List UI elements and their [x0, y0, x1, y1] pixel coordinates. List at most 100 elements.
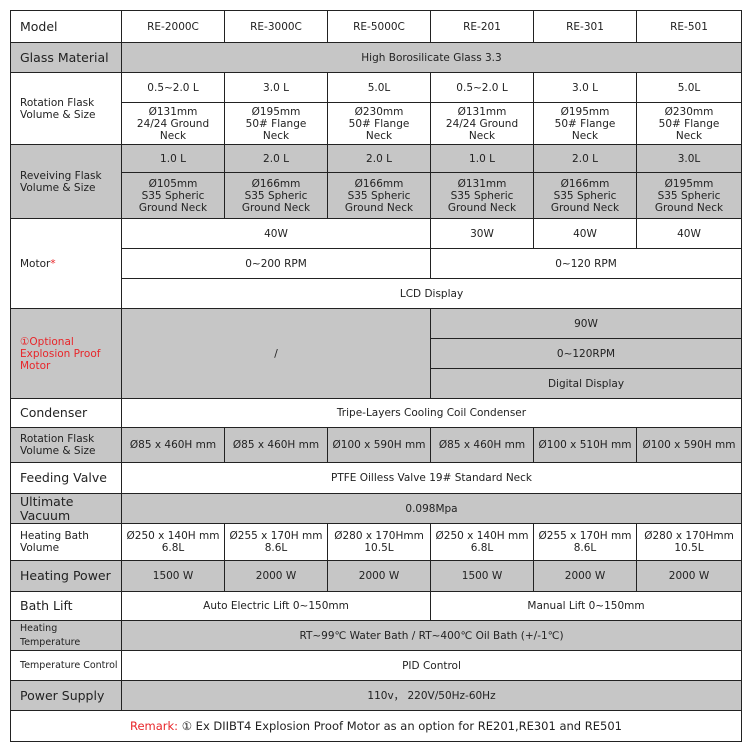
row-label: Reveiving Flask Volume & Size: [10, 144, 122, 219]
row-label-text: Ultimate Vacuum: [20, 493, 74, 523]
table-cell: Ø280 x 170Hmm 10.5L: [636, 523, 742, 561]
required-mark: *: [50, 257, 56, 270]
spec-table: Model RE-2000C RE-3000C RE-5000C RE-201 RE-30…: [10, 10, 742, 742]
row-label-text: Rotation Flask Volume & Size: [20, 96, 96, 121]
table-row: Motor* 40W 30W 40W 40W: [10, 218, 742, 309]
table-cell: 1500 W: [121, 560, 225, 592]
table-cell: Ø100 x 510H mm: [533, 427, 637, 463]
table-cell: 0.5~2.0 L: [430, 72, 534, 103]
table-cell: Ø255 x 170H mm 8.6L: [533, 523, 637, 561]
row-label: Glass Material: [10, 42, 122, 73]
table-row: Rotation Flask Volume & Size Ø85 x 460H m…: [10, 427, 742, 463]
table-cell: 2.0 L: [533, 144, 637, 173]
table-cell: Ø230mm 50# Flange Neck: [327, 102, 431, 145]
table-cell: RT~99℃ Water Bath / RT~400℃ Oil Bath (+/…: [121, 620, 742, 651]
table-cell: 0~120RPM: [430, 338, 742, 369]
table-cell: Digital Display: [430, 368, 742, 399]
table-cell: 2.0 L: [327, 144, 431, 173]
table-cell: 30W: [430, 218, 534, 249]
table-row: Heating Power 1500 W 2000 W 2000 W 1500 W 200…: [10, 560, 742, 592]
table-cell: Ø131mm S35 Spheric Ground Neck: [430, 172, 534, 219]
remark-label: Remark:: [130, 719, 179, 733]
row-label-text: ①Optional Explosion Proof Motor: [20, 335, 101, 372]
table-cell: RE-2000C: [121, 10, 225, 43]
table-row: Power Supply 110v， 220V/50Hz-60Hz: [10, 680, 742, 711]
row-label: Model: [10, 10, 122, 43]
row-label: Heating Temperature: [10, 620, 122, 651]
table-row: Model RE-2000C RE-3000C RE-5000C RE-201 RE-30…: [10, 10, 742, 43]
table-row: Ø105mm S35 Spheric Ground Neck Ø166mm S35…: [11, 172, 742, 219]
table-cell: Ø280 x 170Hmm 10.5L: [327, 523, 431, 561]
table-cell: Ø131mm 24/24 Ground Neck: [430, 102, 534, 145]
row-label-text: Condenser: [20, 405, 88, 420]
table-cell: Ø195mm 50# Flange Neck: [224, 102, 328, 145]
row-label: Power Supply: [10, 680, 122, 711]
row-label-text: Rotation Flask Volume & Size: [20, 433, 96, 457]
row-label: Heating Bath Volume: [10, 523, 122, 561]
table-cell: 110v， 220V/50Hz-60Hz: [121, 680, 742, 711]
table-cell: 3.0L: [636, 144, 742, 173]
table-cell: Manual Lift 0~150mm: [430, 591, 742, 621]
table-cell: 40W: [121, 218, 431, 249]
table-cell: 5.0L: [636, 72, 742, 103]
row-label-text: Glass Material: [20, 49, 109, 65]
table-cell: Ø100 x 590H mm: [636, 427, 742, 463]
row-label: Condenser: [10, 398, 122, 428]
table-cell: 2000 W: [327, 560, 431, 592]
table-cell: /: [121, 308, 431, 399]
row-label-text: Reveiving Flask Volume & Size: [20, 169, 102, 194]
row-label-text: Bath Lift: [20, 598, 73, 613]
table-cell: Ø255 x 170H mm 8.6L: [224, 523, 328, 561]
table-cell: 0~120 RPM: [430, 248, 742, 279]
table-row: Glass Material High Borosilicate Glass 3.…: [10, 42, 742, 73]
table-cell: Ø195mm 50# Flange Neck: [533, 102, 637, 145]
table-cell: LCD Display: [121, 278, 742, 309]
row-label: Motor*: [10, 218, 122, 309]
table-row: Condenser Tripe-Layers Cooling Coil Conde…: [10, 398, 742, 428]
table-cell: 0.5~2.0 L: [121, 72, 225, 103]
table-cell: Ø250 x 140H mm 6.8L: [430, 523, 534, 561]
table-cell: Ø166mm S35 Spheric Ground Neck: [224, 172, 328, 219]
table-cell: Ø85 x 460H mm: [224, 427, 328, 463]
row-label-text: Model: [20, 18, 58, 34]
row-label-text: Feeding Valve: [20, 470, 107, 485]
row-label: Feeding Valve: [10, 462, 122, 494]
table-cell: Ø85 x 460H mm: [121, 427, 225, 463]
table-cell: Ø166mm S35 Spheric Ground Neck: [327, 172, 431, 219]
row-label-text: Power Supply: [20, 687, 105, 703]
table-row: ①Optional Explosion Proof Motor /90W: [10, 308, 742, 399]
table-row: Heating Temperature RT~99℃ Water Bath / R…: [10, 620, 742, 651]
table-cell: RE-3000C: [224, 10, 328, 43]
row-label-text: Heating Temperature: [20, 622, 81, 648]
table-cell: 2000 W: [636, 560, 742, 592]
table-cell: Ø166mm S35 Spheric Ground Neck: [533, 172, 637, 219]
table-cell: PTFE Oilless Valve 19# Standard Neck: [121, 462, 742, 494]
row-label-text: Heating Power: [20, 568, 111, 583]
row-label-text: Heating Bath Volume: [20, 530, 89, 554]
table-cell: 40W: [533, 218, 637, 249]
table-cell: 3.0 L: [533, 72, 637, 103]
table-cell: RE-501: [636, 10, 742, 43]
table-cell: 1.0 L: [430, 144, 534, 173]
remark-text: ① Ex DIIBT4 Explosion Proof Motor as an …: [178, 719, 622, 733]
table-cell: 2.0 L: [224, 144, 328, 173]
row-label: Ultimate Vacuum: [10, 493, 122, 524]
row-label: Temperature Control: [10, 650, 122, 681]
table-cell: RE-201: [430, 10, 534, 43]
table-cell: Ø195mm S35 Spheric Ground Neck: [636, 172, 742, 219]
table-cell: Ø250 x 140H mm 6.8L: [121, 523, 225, 561]
table-cell: 0.098Mpa: [121, 493, 742, 524]
table-cell: 90W: [430, 308, 742, 339]
table-cell: Tripe-Layers Cooling Coil Condenser: [121, 398, 742, 428]
table-row: Temperature Control PID Control: [10, 650, 742, 681]
table-cell: Auto Electric Lift 0~150mm: [121, 591, 431, 621]
table-cell: Ø85 x 460H mm: [430, 427, 534, 463]
row-label: Bath Lift: [10, 591, 122, 621]
row-label: Rotation Flask Volume & Size: [10, 427, 122, 463]
table-cell: High Borosilicate Glass 3.3: [121, 42, 742, 73]
table-cell: 1.0 L: [121, 144, 225, 173]
table-row: Rotation Flask Volume & Size 0.5~2.0 L 3.0…: [10, 72, 742, 145]
table-cell: Ø131mm 24/24 Ground Neck: [121, 102, 225, 145]
row-label: Rotation Flask Volume & Size: [10, 72, 122, 145]
